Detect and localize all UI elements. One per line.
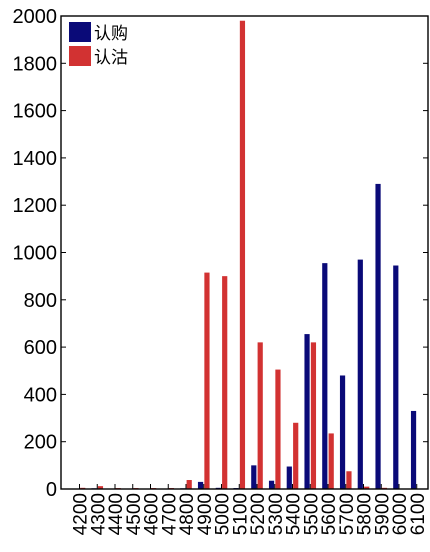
y-tick-label-1800: 1800 xyxy=(13,53,58,75)
y-tick-label-0: 0 xyxy=(46,479,57,501)
legend-swatch-call xyxy=(69,22,91,42)
x-tick-label-6100: 6100 xyxy=(408,493,429,535)
y-tick-label-600: 600 xyxy=(24,337,57,359)
y-tick-label-1000: 1000 xyxy=(13,243,58,265)
bar-put-5200 xyxy=(258,342,263,489)
bar-call-4900 xyxy=(198,482,203,489)
legend-swatch-put xyxy=(69,46,91,66)
bar-put-5600 xyxy=(329,433,334,489)
y-tick-label-1200: 1200 xyxy=(13,195,58,217)
y-tick-label-1600: 1600 xyxy=(13,101,58,123)
bar-put-5400 xyxy=(293,423,298,489)
bar-put-5100 xyxy=(240,21,245,489)
bar-call-5200 xyxy=(251,465,256,489)
bar-call-6000 xyxy=(393,266,398,489)
bar-call-5600 xyxy=(322,263,327,489)
bar-put-5300 xyxy=(275,370,280,489)
legend-label-call: 认购 xyxy=(94,24,128,44)
bar-put-5000 xyxy=(222,276,227,489)
bar-call-5300 xyxy=(269,481,274,489)
axes-layer: 0200400600800100012001400160018002000420… xyxy=(13,6,429,535)
bar-call-6100 xyxy=(411,411,416,489)
bar-call-5800 xyxy=(358,260,363,489)
bar-call-5700 xyxy=(340,375,345,489)
bar-call-5400 xyxy=(287,467,292,489)
legend-label-put: 认沽 xyxy=(94,48,128,68)
bar-put-5500 xyxy=(311,342,316,489)
y-tick-label-2000: 2000 xyxy=(13,6,58,28)
bar-put-5700 xyxy=(346,471,351,489)
bar-call-5500 xyxy=(304,334,309,489)
y-tick-label-400: 400 xyxy=(24,384,57,406)
y-tick-label-200: 200 xyxy=(24,432,57,454)
bar-call-5900 xyxy=(375,184,380,489)
y-tick-label-800: 800 xyxy=(24,290,57,312)
bars-layer xyxy=(74,21,423,489)
y-tick-label-1400: 1400 xyxy=(13,148,58,170)
bar-put-4800 xyxy=(187,480,192,489)
bar-put-4900 xyxy=(204,273,209,489)
